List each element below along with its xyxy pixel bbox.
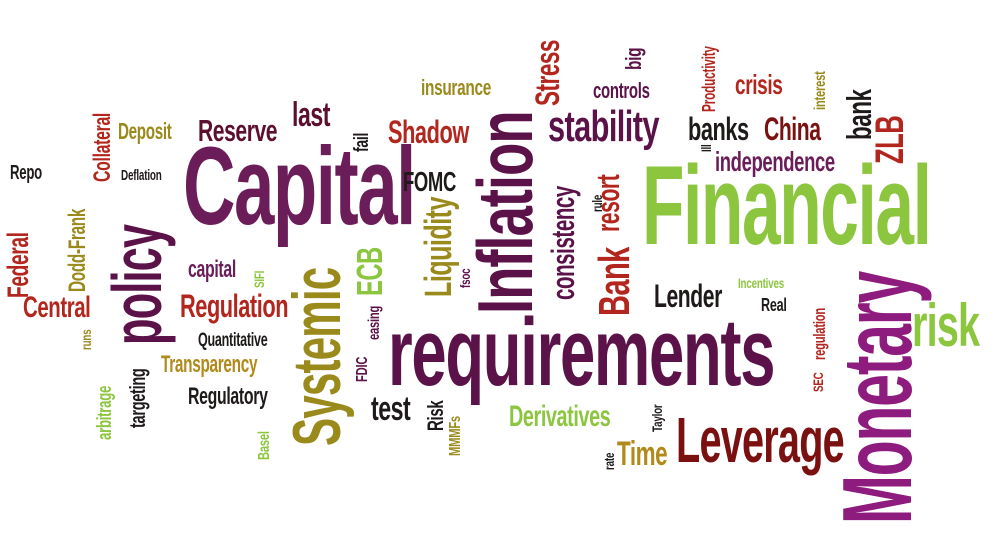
word-lender: Lender xyxy=(654,278,722,314)
word-deposit: Deposit xyxy=(118,118,172,144)
word-risk-small: Risk xyxy=(423,400,448,431)
word-controls: controls xyxy=(593,78,650,103)
word-reserve: Reserve xyxy=(198,113,278,148)
word-fail: fail xyxy=(351,132,373,152)
word-interest: interest xyxy=(812,71,829,110)
word-deflation: Deflation xyxy=(121,167,162,184)
word-mmmfs: MMMFs xyxy=(447,416,464,456)
word-dodd-frank: Dodd-Frank xyxy=(64,208,91,292)
word-productivity: Productivity xyxy=(699,46,719,112)
word-incentives: Incentives xyxy=(738,275,784,291)
word-bank: Bank xyxy=(590,247,639,316)
word-runs: runs xyxy=(78,329,94,350)
word-repo: Repo xyxy=(10,162,42,184)
word-ecb: ECB xyxy=(349,247,390,296)
word-real: Real xyxy=(761,295,787,315)
word-rule: rule xyxy=(589,194,605,212)
word-independence: independence xyxy=(715,146,835,177)
word-fdic: FDIC xyxy=(354,356,371,382)
word-taylor: Taylor xyxy=(649,404,665,432)
word-liquidity: Liquidity xyxy=(418,197,460,297)
word-banks: banks xyxy=(688,111,749,147)
word-sifi: SIFI xyxy=(251,270,267,288)
word-regulatory: Regulatory xyxy=(188,383,268,410)
word-bank-small: bank xyxy=(841,89,879,140)
word-time: Time xyxy=(617,435,668,473)
word-big: big xyxy=(621,47,646,70)
word-crisis: crisis xyxy=(735,69,783,100)
word-stability: stability xyxy=(548,102,659,151)
word-capital-small: capital xyxy=(188,256,236,283)
word-test: test xyxy=(371,390,411,428)
word-leverage: Leverage xyxy=(676,404,845,476)
word-fsoc: fsoc xyxy=(457,268,473,288)
word-ill: Ill xyxy=(698,144,714,152)
word-easing: easing xyxy=(366,305,383,340)
word-monetary: Monetary xyxy=(822,272,932,524)
word-capital-big: Capital xyxy=(183,125,416,248)
word-transparency: Transparency xyxy=(161,351,258,378)
word-financial: Financial xyxy=(642,143,932,268)
word-quantitative: Quantitative xyxy=(198,330,268,351)
word-shadow: Shadow xyxy=(388,114,469,150)
word-collateral: Collateral xyxy=(89,112,116,182)
word-arbitrage: arbitrage xyxy=(94,385,116,440)
word-derivatives: Derivatives xyxy=(509,400,611,433)
word-consistency: consistency xyxy=(545,186,581,300)
word-fomc: FOMC xyxy=(403,166,456,197)
word-sec: SEC xyxy=(810,372,826,392)
word-last: last xyxy=(292,96,330,134)
word-china: China xyxy=(764,111,821,147)
word-stress: Stress xyxy=(529,40,567,106)
word-rate: rate xyxy=(601,452,617,470)
word-risk: risk xyxy=(912,292,980,359)
word-federal: Federal xyxy=(2,232,35,298)
word-requirements: requirements xyxy=(388,299,775,406)
word-policy: policy xyxy=(98,224,176,345)
word-regulation: Regulation xyxy=(180,288,289,324)
word-regulation-small: regulation xyxy=(810,308,829,360)
word-insurance: insurance xyxy=(421,75,491,100)
word-central: Central xyxy=(23,291,91,324)
word-targeting: targeting xyxy=(125,368,150,428)
word-basel: Basel xyxy=(256,431,273,460)
word-systemic: Systemic xyxy=(279,267,355,446)
word-inflation: Inflation xyxy=(461,111,549,315)
